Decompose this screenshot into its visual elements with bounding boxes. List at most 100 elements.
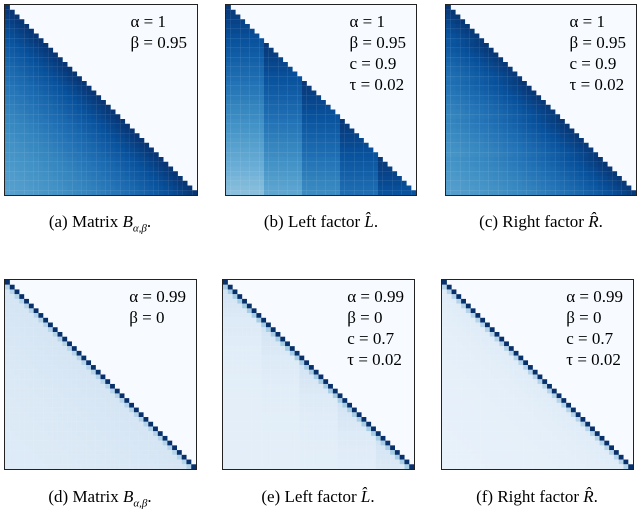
cell [237,402,243,408]
cell [306,152,312,158]
cell [504,388,509,394]
cell [245,109,250,115]
cell [256,374,262,380]
cell [187,185,193,191]
cell [484,180,489,186]
cell [474,71,480,77]
cell [28,374,34,380]
cell [9,119,15,124]
cell [223,294,228,299]
cell [465,38,470,44]
cell [19,393,25,399]
cell [129,450,135,455]
cell [254,90,260,96]
cell [53,90,58,96]
cell [489,454,495,460]
cell [62,445,68,451]
cell [227,426,233,432]
cell [230,9,236,15]
cell [574,180,580,186]
cell [105,142,111,148]
cell [264,152,269,158]
cell [446,71,451,77]
cell [321,100,326,105]
cell [450,95,456,101]
cell [366,454,372,460]
cell [504,350,509,356]
cell [545,128,551,134]
cell [237,303,243,309]
cell [237,440,243,446]
cell [465,331,471,337]
cell [67,398,72,403]
cell [270,336,276,342]
cell [489,431,495,437]
cell [9,374,15,380]
cell [223,407,228,413]
cell [585,464,591,469]
cell [14,445,20,451]
cell [115,142,121,148]
cell [465,71,470,77]
cell [19,109,25,115]
cell [304,426,310,432]
cell [446,322,452,328]
cell [512,142,518,148]
cell [133,407,139,413]
cell [5,379,10,385]
cell [235,47,241,53]
cell [96,166,102,172]
cell [328,398,333,403]
cell [246,426,252,432]
cell [461,450,466,455]
cell [583,166,589,172]
cell [223,355,228,361]
cell [153,450,158,455]
cell [306,147,312,153]
cell [153,459,158,465]
cell [90,445,96,451]
cell [100,379,106,385]
cell [33,355,39,361]
cell [446,421,452,427]
cell [144,180,150,186]
cell [368,171,374,177]
cell [29,123,34,129]
cell [460,166,466,172]
cell [227,374,233,380]
cell [344,133,350,139]
cell [81,421,87,427]
cell [227,369,233,375]
cell [560,133,565,139]
cell [254,119,260,124]
cell [446,28,451,34]
cell [230,142,236,148]
cell [328,440,333,446]
cell [227,355,233,361]
caption-symbol: R̂ [583,487,594,506]
cell [566,445,572,451]
cell [504,454,509,460]
cell [33,90,39,96]
cell [512,138,518,143]
cell [144,171,150,177]
cell [19,303,25,309]
cell [359,152,364,158]
cell [227,445,233,451]
cell [479,142,485,148]
cell [278,147,284,153]
cell [24,71,30,77]
cell [313,431,319,437]
cell [344,171,350,177]
cell [232,412,238,418]
cell [237,435,243,441]
cell [14,440,20,446]
cell [480,355,486,361]
cell [292,123,298,129]
cell [523,402,529,408]
cell [148,421,154,427]
cell [110,152,116,158]
cell [268,147,274,153]
cell [335,185,341,191]
cell [261,331,267,337]
